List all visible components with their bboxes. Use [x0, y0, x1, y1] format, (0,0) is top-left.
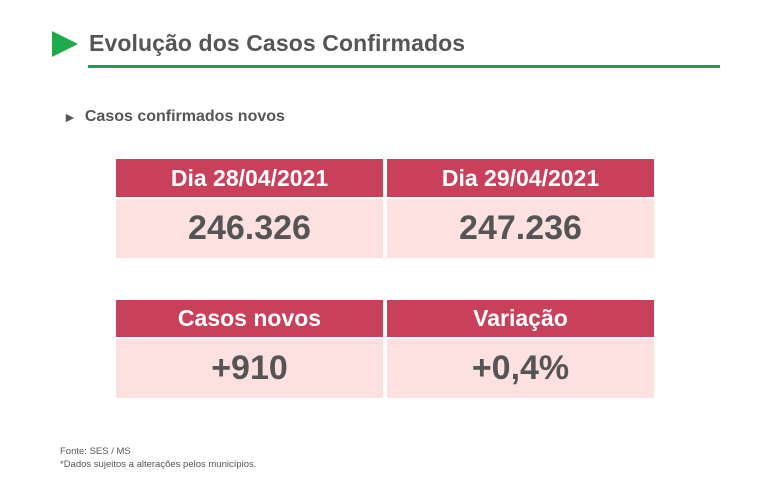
footer-source: Fonte: SES / MS — [60, 446, 131, 457]
card-label: Variação — [387, 300, 654, 337]
card-value: +910 — [116, 339, 383, 398]
card-label: Dia 29/04/2021 — [387, 159, 654, 197]
page-header: Evolução dos Casos Confirmados — [52, 30, 465, 57]
small-triangle-icon: ► — [63, 109, 77, 125]
card-variation: Variação +0,4% — [387, 300, 654, 398]
card-new-cases: Casos novos +910 — [116, 300, 383, 398]
play-triangle-icon — [52, 30, 78, 57]
card-cases-day-1: Dia 28/04/2021 246.326 — [116, 159, 383, 258]
footer-note: *Dados sujeitos a alterações pelos munic… — [60, 458, 257, 470]
page-title: Evolução dos Casos Confirmados — [89, 30, 466, 56]
card-value: +0,4% — [387, 339, 654, 398]
card-value: 247.236 — [387, 199, 654, 258]
card-value: 246.326 — [116, 199, 383, 258]
card-label: Dia 28/04/2021 — [116, 159, 383, 197]
section-subtitle: ► Casos confirmados novos — [63, 108, 285, 126]
footer-notes: Fonte: SES / MS *Dados sujeitos a altera… — [60, 446, 256, 471]
title-underline — [88, 65, 720, 68]
card-cases-day-2: Dia 29/04/2021 247.236 — [387, 159, 654, 258]
section-subtitle-text: Casos confirmados novos — [84, 108, 285, 125]
card-label: Casos novos — [116, 300, 383, 337]
